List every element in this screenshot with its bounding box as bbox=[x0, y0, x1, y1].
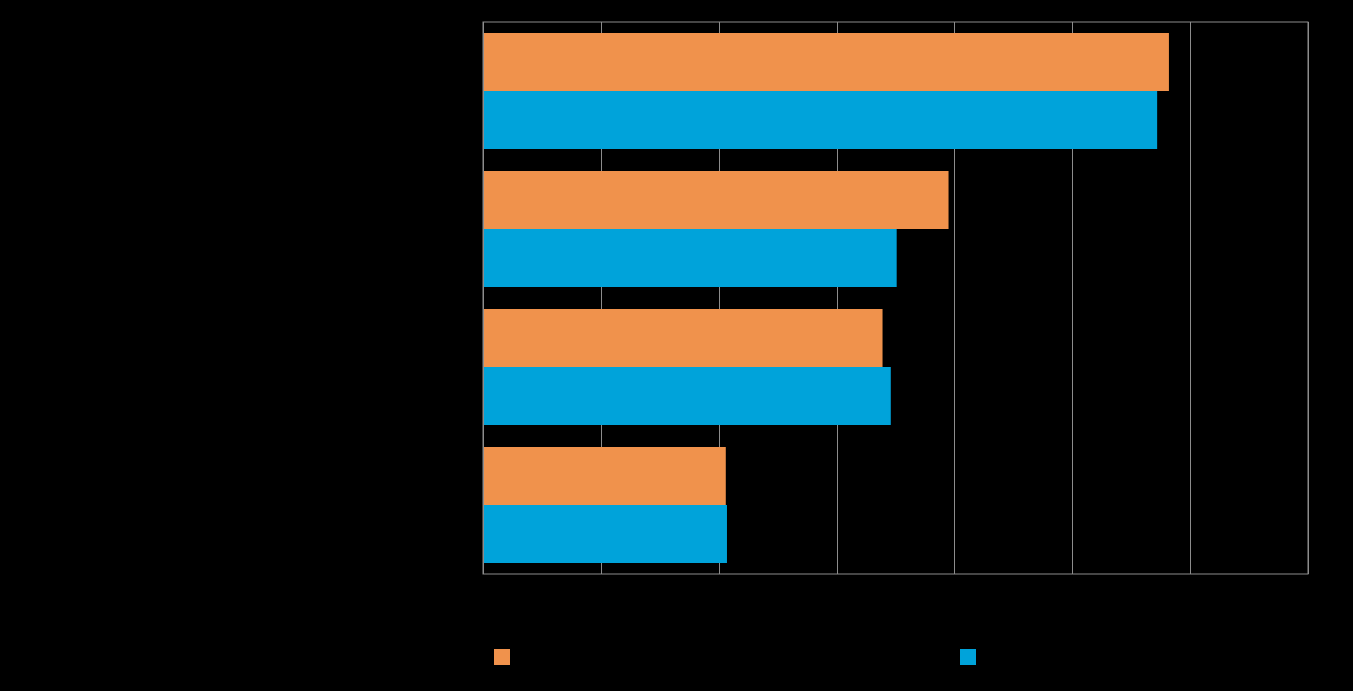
bar-series-2-category-1 bbox=[483, 91, 1158, 149]
legend-item-series-2 bbox=[960, 648, 984, 665]
bar-series-1-category-3 bbox=[483, 309, 883, 367]
bars bbox=[483, 33, 1169, 563]
bar-series-1-category-1 bbox=[483, 33, 1169, 91]
legend-swatch-series-2 bbox=[960, 648, 976, 665]
bar-series-1-category-2 bbox=[483, 171, 949, 229]
bar-series-2-category-3 bbox=[483, 367, 891, 425]
legend-swatch-series-1 bbox=[494, 648, 510, 665]
bar-series-1-category-4 bbox=[483, 447, 726, 505]
bar-series-2-category-4 bbox=[483, 505, 727, 563]
legend-item-series-1 bbox=[494, 648, 518, 665]
bar-series-2-category-2 bbox=[483, 229, 897, 287]
